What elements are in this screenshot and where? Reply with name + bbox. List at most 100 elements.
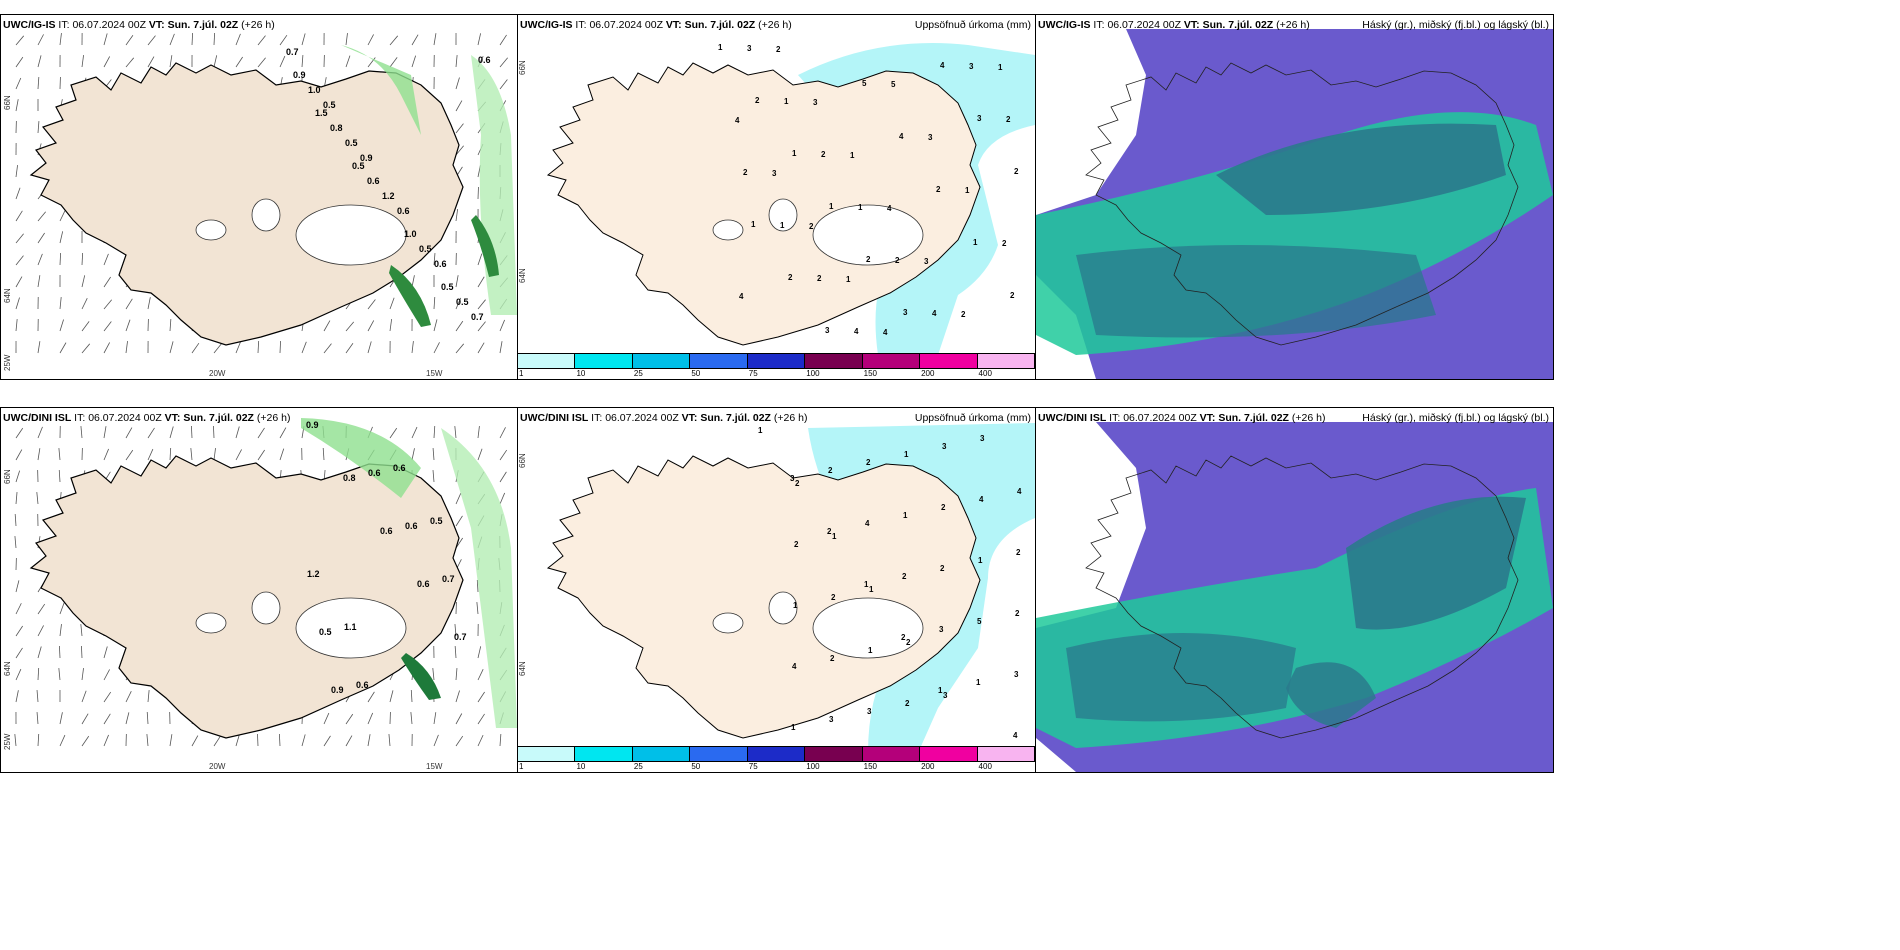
lat-label: 66N: [518, 60, 527, 75]
wind-barb: [37, 253, 43, 266]
wind-barb: [477, 734, 484, 747]
wind-barb: [81, 343, 91, 354]
glacier-small: [195, 612, 227, 634]
colorbar-segment: [518, 746, 576, 762]
wind-barb: [411, 341, 414, 354]
wind-barb: [125, 57, 135, 68]
wind-barb: [169, 55, 173, 68]
value-label: 2: [827, 527, 832, 536]
wind-barb: [477, 299, 486, 310]
wind-barb: [15, 210, 23, 222]
wind-values: 0.9 0.8 0.6 0.6 0.7 0.9 0.6 0.6 0.7 0.5 0.6 0.6 0.5 1…: [306, 420, 467, 695]
wind-barb: [454, 426, 457, 439]
value-label: 1.2: [382, 191, 395, 201]
wind-barb: [81, 321, 90, 332]
wind-barb: [367, 341, 372, 354]
wind-barb: [499, 449, 508, 461]
wind-barb: [15, 255, 24, 266]
wind-barb: [279, 427, 287, 439]
value-label: 4: [932, 309, 937, 318]
wind-barb: [37, 625, 44, 637]
colorbar-label: 150: [863, 762, 878, 771]
wind-barb: [323, 343, 332, 354]
value-label: 4: [739, 292, 744, 301]
wind-barb: [146, 711, 149, 725]
glacier-vatnajokull: [295, 597, 407, 659]
value-label: 2: [866, 458, 871, 467]
cloud-low: [1216, 123, 1506, 215]
value-label: 0.6: [367, 176, 380, 186]
wind-barb: [147, 56, 155, 68]
wind-barb: [191, 342, 200, 354]
lat-label: 64N: [3, 288, 12, 303]
wind-barb: [58, 668, 61, 681]
wind-barb: [103, 276, 111, 288]
colorbar-label: 200: [921, 369, 935, 378]
wind-barb: [410, 712, 413, 725]
wind-barb: [477, 253, 483, 266]
lon-label: 20W: [209, 369, 226, 378]
wind-barb: [15, 56, 24, 68]
wind-barb: [213, 32, 216, 46]
lat-label: 64N: [3, 661, 12, 676]
wind-barb: [477, 342, 485, 354]
precip-values: 1 2 1 1 2 3 4 3 2 1 2 3 5 4 2 1 2 3 1 2 1 2 4 3 2 2 1 2 4 5 3 1 2 4 2 3 1 4 3 2…: [718, 43, 1019, 337]
wind-barb: [80, 426, 83, 439]
wind-barb: [59, 342, 67, 354]
wind-barb: [235, 33, 241, 46]
value-label: 0.6: [393, 463, 406, 473]
wind-barb: [499, 734, 502, 747]
value-label: 3: [943, 691, 948, 700]
wind-barb: [235, 341, 241, 354]
value-label: 1: [965, 186, 970, 195]
wind-barb: [278, 733, 281, 747]
wind-barb: [455, 735, 464, 747]
wind-barb: [455, 343, 465, 354]
wind-barb: [499, 34, 507, 46]
value-label: 2: [776, 45, 781, 54]
wind-barb: [59, 231, 64, 244]
glacier-langjokull: [768, 198, 798, 232]
colorbar-segment: [862, 746, 921, 762]
value-label: 2: [940, 564, 945, 573]
precip-area-southeast: [401, 653, 441, 700]
wind-barb: [301, 341, 307, 354]
wind-barb: [455, 275, 459, 288]
value-label: 0.9: [293, 70, 306, 80]
wind-barb: [388, 734, 391, 747]
value-label: 0.8: [343, 473, 356, 483]
wind-barb: [455, 297, 462, 310]
value-label: 0.7: [471, 312, 484, 322]
wind-barb: [81, 298, 88, 310]
value-label: 2: [1015, 609, 1020, 618]
wind-barb: [499, 319, 505, 332]
precip-map-row2: 1211233422123421231212432125312423143212…: [547, 423, 1035, 753]
value-label: 2: [901, 633, 906, 642]
wind-barb: [477, 713, 485, 725]
value-label: 2: [941, 503, 946, 512]
wind-barb: [499, 471, 507, 483]
colorbar-segment: [747, 353, 806, 369]
wind-barb: [389, 690, 394, 703]
value-label: 0.5: [352, 161, 365, 171]
wind-barb: [81, 735, 90, 747]
wind-barb: [367, 712, 374, 725]
value-label: 3: [924, 257, 929, 266]
wind-barb: [191, 32, 194, 46]
colorbar-segment: [632, 353, 691, 369]
wind-barb: [59, 319, 64, 332]
value-label: 4: [1013, 731, 1018, 740]
value-label: 3: [928, 133, 933, 142]
wind-barb: [257, 733, 259, 747]
wind-barb: [37, 77, 40, 90]
wind-values: 0.70.50.90.60.60.71.00.51.20.50.50.90.80…: [286, 47, 491, 322]
value-label: 1: [903, 511, 908, 520]
value-label: 3: [825, 326, 830, 335]
wind-barb: [191, 735, 199, 747]
value-label: 4: [865, 519, 870, 528]
value-label: 0.5: [345, 138, 358, 148]
wind-barb: [257, 427, 265, 439]
value-label: 1.0: [404, 229, 417, 239]
value-label: 1: [864, 580, 869, 589]
wind-barb: [125, 34, 134, 46]
